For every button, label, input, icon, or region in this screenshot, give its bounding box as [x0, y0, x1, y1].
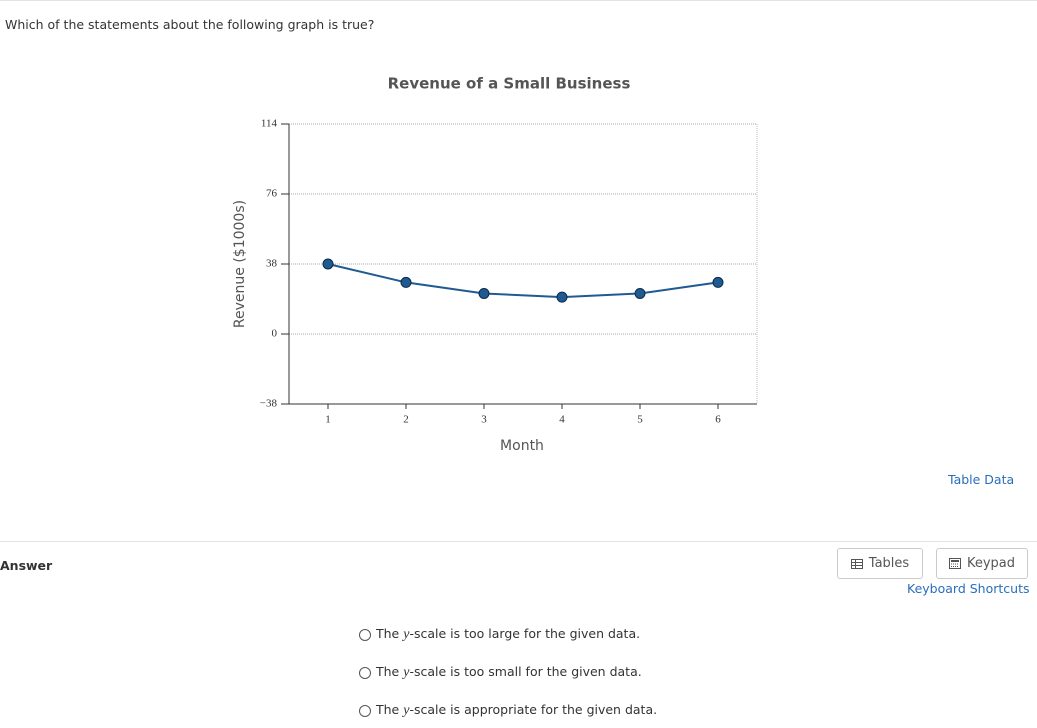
option-text: The y-scale is too small for the given d… — [376, 664, 642, 681]
data-point — [634, 287, 646, 299]
radio-button[interactable] — [359, 666, 371, 679]
keypad-text: Keypad — [966, 556, 1016, 571]
y-tick-label: −38 — [260, 398, 278, 410]
question: Which of the statements about the follow… — [5, 17, 375, 32]
x-tick-label: 4 — [559, 414, 565, 426]
chart-title: Revenue of a Small Business — [388, 75, 631, 93]
top-border — [0, 0, 1037, 1]
keyboard-shortcuts-link[interactable]: Keyboard Shortcuts — [907, 581, 1030, 596]
keypad-button[interactable]: Keypad — [936, 548, 1028, 579]
keypad-icon — [948, 558, 961, 569]
option-text: The y-scale is appropriate for the given… — [376, 702, 657, 719]
tables-text: Tables — [868, 556, 910, 571]
y-axis-label: Revenue ($1000s) — [232, 200, 248, 328]
data-point — [712, 276, 724, 288]
chart: Revenue of a Small Business Month Revenu… — [232, 75, 758, 454]
data-point — [322, 258, 334, 270]
option-text: The y-scale is too large for the given d… — [376, 626, 640, 643]
y-tick-label: 38 — [266, 258, 278, 270]
data-line — [327, 263, 719, 299]
data-point — [400, 276, 412, 288]
radio-button[interactable] — [359, 628, 371, 641]
option-after: -scale is too large for the given data. — [409, 626, 641, 641]
tables-button[interactable]: Tables — [837, 548, 923, 579]
tables-icon — [850, 558, 863, 569]
answer-option[interactable]: The y-scale is too large for the given d… — [359, 626, 640, 643]
table-data-link[interactable]: Table Data — [948, 472, 1015, 487]
answer-option[interactable]: The y-scale is appropriate for the given… — [359, 702, 657, 719]
separator — [0, 541, 1037, 542]
x-tick-label: 1 — [325, 414, 331, 426]
option-after: -scale is too small for the given data. — [409, 664, 642, 679]
answer-option[interactable]: The y-scale is too small for the given d… — [359, 664, 642, 681]
option-variable: y — [403, 703, 410, 718]
x-tick-label: 5 — [637, 414, 643, 426]
data-point — [478, 287, 490, 299]
y-tick-label: 0 — [272, 328, 278, 340]
option-before: The — [376, 664, 404, 679]
y-tick-label: 114 — [261, 118, 278, 130]
option-before: The — [376, 702, 404, 717]
option-variable: y — [403, 627, 410, 642]
radio-button[interactable] — [359, 704, 371, 717]
x-tick-label: 2 — [403, 414, 409, 426]
option-variable: y — [403, 665, 410, 680]
option-before: The — [376, 626, 404, 641]
y-tick-label: 76 — [266, 188, 278, 200]
option-after: -scale is appropriate for the given data… — [409, 702, 658, 717]
x-tick-label: 6 — [715, 414, 721, 426]
x-axis-label: Month — [500, 438, 544, 454]
data-point — [556, 291, 568, 303]
answer-label: Answer — [0, 558, 53, 573]
x-tick-label: 3 — [481, 414, 487, 426]
